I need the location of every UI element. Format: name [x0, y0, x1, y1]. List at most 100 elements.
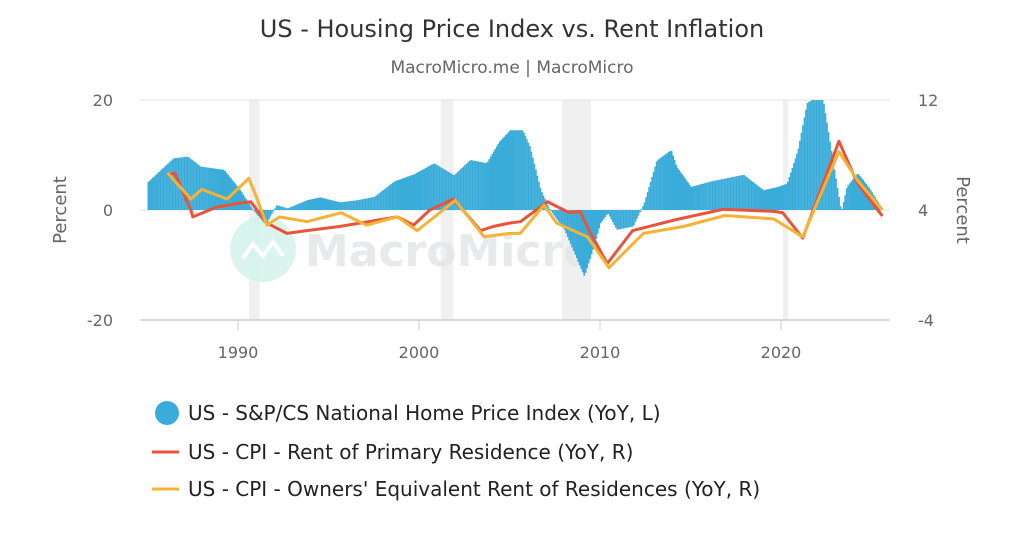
hpi-bar [152, 177, 154, 210]
hpi-bar [414, 173, 417, 210]
hpi-bar [859, 176, 862, 210]
hpi-bar [761, 189, 763, 210]
hpi-bar [749, 179, 751, 210]
hpi-bar [182, 157, 184, 210]
hpi-bar [664, 154, 667, 210]
x-tick-label: 2000 [399, 343, 440, 362]
hpi-bar [234, 184, 237, 210]
hpi-bar [701, 183, 703, 210]
hpi-bar [333, 200, 335, 210]
hpi-bar [274, 208, 276, 210]
hpi-bar [497, 143, 500, 210]
hpi-bar [346, 201, 349, 210]
hpi-bar [278, 205, 281, 210]
hpi-bar [485, 163, 487, 210]
hpi-bar [529, 146, 531, 210]
hpi-bar [213, 168, 216, 210]
hpi-bar [636, 210, 638, 219]
hpi-bar [738, 175, 741, 210]
hpi-bar [764, 189, 767, 210]
legend-item-oer[interactable]: US - CPI - Owners' Equivalent Rent of Re… [152, 477, 760, 501]
x-tick-label: 2020 [761, 343, 802, 362]
hpi-bar [298, 203, 300, 210]
hpi-bar [464, 165, 466, 210]
hpi-bar [741, 175, 744, 210]
hpi-bar [191, 159, 193, 210]
hpi-bar [171, 159, 174, 210]
hpi-bar [382, 189, 385, 210]
hpi-bar [696, 185, 699, 210]
hpi-bar [669, 150, 671, 210]
hpi-bar [823, 103, 825, 210]
hpi-bar [218, 169, 220, 210]
hpi-bar [159, 170, 162, 210]
legend-item-hpi[interactable]: US - S&P/CS National Home Price Index (Y… [155, 401, 661, 425]
hpi-bar [755, 184, 757, 210]
hpi-bar [458, 170, 460, 210]
hpi-bar [811, 100, 813, 210]
hpi-bar [355, 200, 358, 210]
hpi-bar [506, 133, 509, 210]
hpi-bar [604, 210, 607, 218]
hpi-bar [364, 198, 367, 210]
hpi-bar [423, 168, 426, 210]
hpi-bar [655, 161, 658, 210]
hpi-bar [645, 197, 647, 210]
legend-item-rent[interactable]: US - CPI - Rent of Primary Residence (Yo… [152, 440, 633, 464]
hpi-bar [817, 100, 819, 210]
hpi-bar [790, 172, 792, 210]
hpi-bar [428, 166, 430, 210]
hpi-bar [275, 205, 278, 210]
hpi-bar [784, 184, 786, 210]
hpi-bar [860, 178, 863, 210]
hpi-bar [354, 200, 356, 210]
hpi-bar [692, 186, 694, 210]
hpi-bar [441, 168, 444, 210]
hpi-bar [673, 160, 676, 210]
hpi-bar [743, 175, 745, 210]
hpi-bar [630, 210, 632, 227]
hpi-bar [820, 100, 822, 210]
hpi-bar [758, 186, 760, 210]
hpi-bar [538, 181, 540, 210]
hpi-bar [642, 205, 644, 210]
hpi-bar [253, 210, 255, 211]
hpi-bar [313, 198, 316, 210]
hpi-bar [530, 151, 533, 210]
hpi-bar [577, 210, 579, 262]
hpi-bar [361, 199, 364, 210]
hpi-bar [311, 198, 314, 210]
hpi-bar [492, 151, 495, 210]
hpi-bar [633, 210, 635, 226]
hpi-bar [168, 162, 171, 210]
hpi-bar [390, 183, 392, 210]
hpi-bar [314, 198, 317, 210]
hpi-bar [384, 188, 386, 210]
hpi-bar [236, 186, 239, 210]
hpi-bar [619, 210, 622, 230]
hpi-bar [443, 169, 445, 210]
hpi-bar [518, 130, 521, 210]
hpi-bar [708, 181, 711, 210]
hpi-bar [666, 153, 668, 210]
y-left-tick-label: -20 [87, 311, 113, 330]
hpi-bar [857, 174, 860, 210]
hpi-bar [809, 101, 812, 210]
hpi-bar [375, 195, 377, 210]
hpi-bar [325, 198, 328, 210]
hpi-bar [854, 175, 857, 210]
hpi-bar [405, 177, 408, 210]
hpi-bar [535, 169, 537, 210]
hpi-bar [265, 210, 267, 225]
hpi-bar [459, 169, 462, 210]
hpi-bar [167, 163, 169, 210]
hpi-bar [541, 192, 543, 210]
hpi-bar [725, 178, 727, 210]
hpi-bar [483, 162, 486, 210]
hpi-bar [357, 200, 359, 210]
hpi-bar [417, 172, 420, 210]
hpi-bar [170, 160, 172, 210]
hpi-bar [280, 206, 282, 210]
hpi-bar [295, 204, 297, 210]
hpi-bar [684, 178, 687, 210]
